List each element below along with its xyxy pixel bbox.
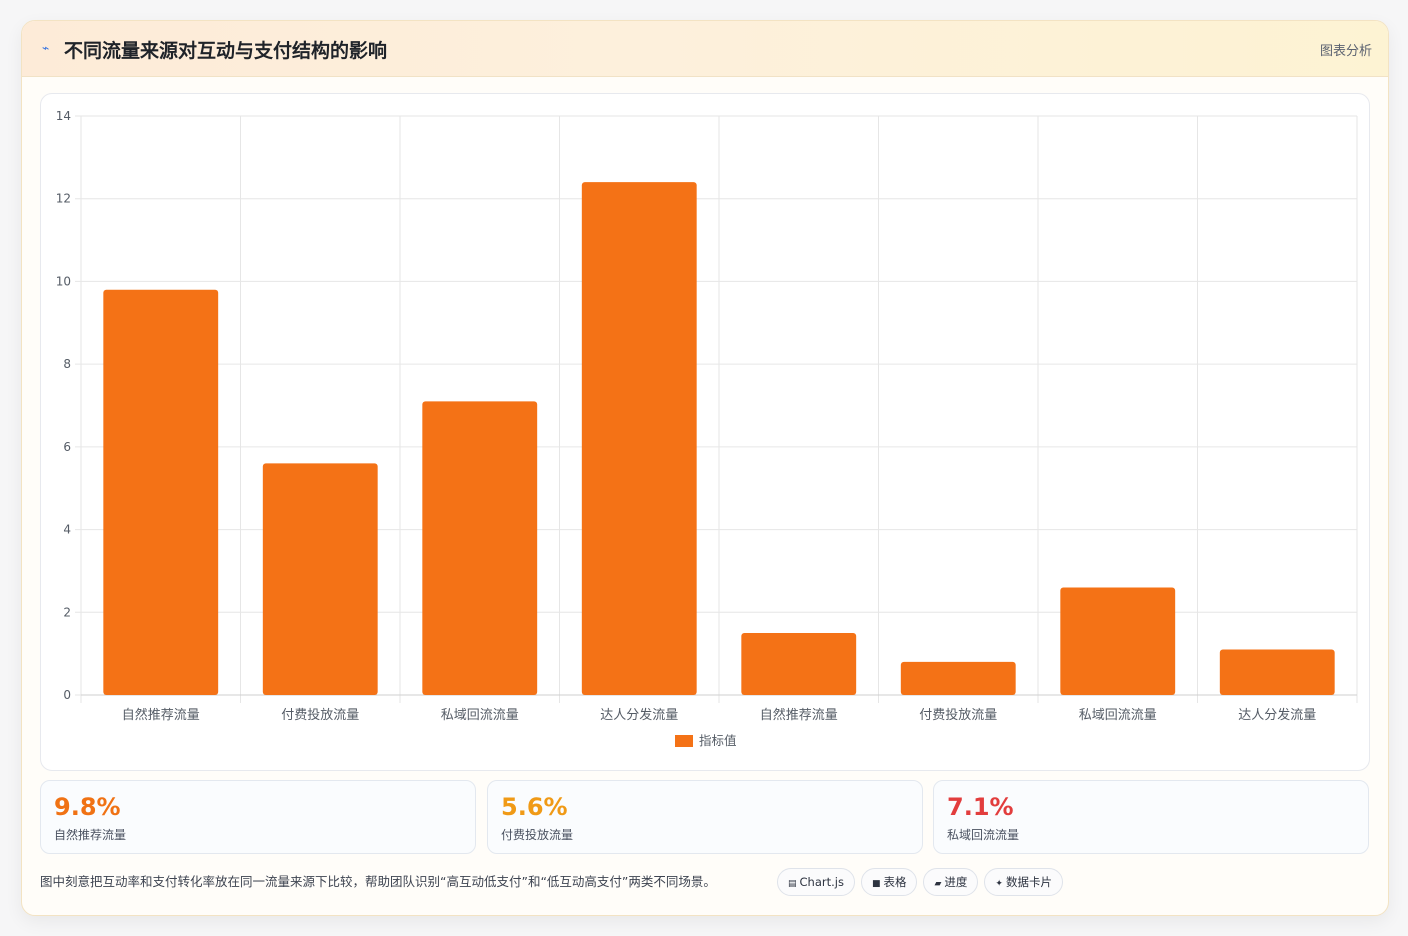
bar <box>1219 649 1335 695</box>
y-tick-label: 2 <box>63 605 71 619</box>
bar <box>741 632 857 695</box>
pill-label: 表格 <box>883 875 907 889</box>
table-icon: ■ <box>871 879 881 889</box>
bar <box>581 182 697 696</box>
x-tick-label: 付费投放流量 <box>919 707 997 723</box>
bar <box>103 289 219 695</box>
x-tick-label: 达人分发流量 <box>600 707 678 723</box>
x-tick-label: 达人分发流量 <box>1238 707 1316 723</box>
legend-label: 指标值 <box>699 733 737 748</box>
bar <box>262 463 378 695</box>
card-icon: ✦ <box>995 879 1003 889</box>
chart-icon: ▤ <box>788 879 797 889</box>
pill-label: 进度 <box>944 875 968 889</box>
x-tick-label: 私域回流流量 <box>1079 708 1157 723</box>
bar <box>1060 587 1176 695</box>
page-title: 不同流量来源对互动与支付结构的影响 <box>64 40 388 62</box>
progress-icon: ▰ <box>934 879 942 889</box>
y-tick-label: 12 <box>56 192 71 206</box>
stat-label: 私域回流流量 <box>947 828 1020 842</box>
pill-chartjs[interactable]: ▤ Chart.js <box>777 868 855 896</box>
tech-pills: ▤ Chart.js ■ 表格 ▰ 进度 ✦ 数据卡片 <box>777 868 1069 898</box>
y-tick-label: 0 <box>63 688 71 702</box>
pill-label: 数据卡片 <box>1005 875 1052 889</box>
y-tick-label: 8 <box>63 357 71 371</box>
y-tick-label: 14 <box>56 109 71 123</box>
stat-value: 9.8% <box>54 793 121 821</box>
stat-label: 自然推荐流量 <box>54 828 127 842</box>
x-tick-label: 付费投放流量 <box>281 707 359 723</box>
stat-label: 付费投放流量 <box>501 828 574 842</box>
bar-chart: 0 2 4 6 8 10 12 14 自然推荐流量 付费投放流量 私域回流流量 达人分发流量 自然推荐流… <box>56 109 1358 748</box>
bar <box>422 401 538 695</box>
x-tick-label: 私域回流流量 <box>441 708 519 723</box>
pill-table[interactable]: ■ 表格 <box>860 868 918 896</box>
stat-card-1: 9.8% 自然推荐流量 <box>40 780 476 854</box>
pill-label: Chart.js <box>799 875 844 889</box>
stat-cards: 9.8% 自然推荐流量 5.6% 付费投放流量 7.1% 私域回流流量 <box>40 780 1370 854</box>
chart-panel: 0 2 4 6 8 10 12 14 自然推荐流量 付费投放流量 私域回流流量 达人分发流量 自然推荐流… <box>40 93 1370 771</box>
pill-data-card[interactable]: ✦ 数据卡片 <box>984 868 1063 896</box>
chart-analysis-tag: 图表分析 <box>1319 44 1372 59</box>
legend-swatch <box>675 735 693 747</box>
card-header: ⌁ 不同流量来源对互动与支付结构的影响 图表分析 <box>22 21 1388 77</box>
y-tick-label: 10 <box>56 274 71 288</box>
y-tick-label: 6 <box>63 440 71 454</box>
stat-card-3: 7.1% 私域回流流量 <box>933 780 1369 854</box>
x-tick-label: 自然推荐流量 <box>122 707 200 723</box>
chart-card: ⌁ 不同流量来源对互动与支付结构的影响 图表分析 0 2 4 6 8 10 12 14 自然推荐… <box>21 20 1389 916</box>
pill-progress[interactable]: ▰ 进度 <box>923 868 979 896</box>
y-tick-label: 4 <box>63 523 71 537</box>
footer-note: 图中刻意把互动率和支付转化率放在同一流量来源下比较，帮助团队识别“高互动低支付”… <box>40 874 716 889</box>
stat-card-2: 5.6% 付费投放流量 <box>487 780 923 854</box>
stat-value: 7.1% <box>947 793 1014 821</box>
bar <box>900 661 1016 695</box>
lightning-icon: ⌁ <box>42 41 50 55</box>
stat-value: 5.6% <box>501 793 568 821</box>
x-tick-label: 自然推荐流量 <box>760 707 838 723</box>
